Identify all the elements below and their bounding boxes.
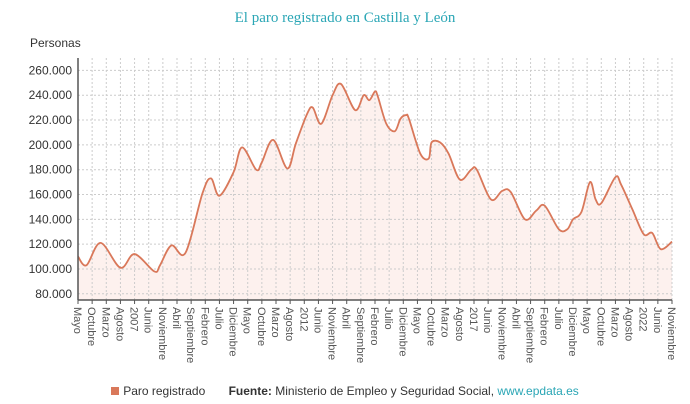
x-tick-label: Mayo: [410, 307, 422, 334]
x-tick-label: Julio: [212, 307, 224, 330]
y-tick-label: 140.000: [29, 212, 73, 226]
x-tick-label: Febrero: [198, 307, 210, 346]
y-tick-label: 180.000: [29, 163, 73, 177]
x-tick-label: Octubre: [425, 307, 437, 346]
source-text: Ministerio de Empleo y Seguridad Social,: [271, 384, 498, 398]
y-tick-label: 220.000: [29, 113, 73, 127]
x-tick-label: Junio: [142, 307, 154, 333]
x-tick-label: Diciembre: [566, 307, 578, 357]
y-tick-label: 100.000: [29, 262, 73, 276]
x-tick-label: Julio: [552, 307, 564, 330]
x-tick-label: Octubre: [594, 307, 606, 346]
y-tick-label: 160.000: [29, 188, 73, 202]
y-axis-label: Personas: [30, 36, 81, 50]
legend: Paro registrado Fuente: Ministerio de Em…: [0, 384, 690, 398]
x-tick-label: Diciembre: [396, 307, 408, 357]
x-tick-label: Mayo: [580, 307, 592, 334]
x-tick-label: Junio: [481, 307, 493, 333]
x-tick-label: Noviembre: [326, 307, 338, 360]
x-tick-label: Septiembre: [184, 307, 196, 363]
x-tick-label: Agosto: [283, 307, 295, 341]
y-tick-label: 240.000: [29, 88, 73, 102]
x-tick-label: Octubre: [85, 307, 97, 346]
x-tick-label: Noviembre: [665, 307, 677, 360]
x-tick-label: Junio: [651, 307, 663, 333]
x-tick-label: Marzo: [269, 307, 281, 338]
source-label: Fuente:: [228, 384, 272, 398]
x-tick-label: 2022: [637, 307, 649, 331]
chart-title: El paro registrado en Castilla y León: [234, 10, 456, 26]
x-tick-label: Febrero: [368, 307, 380, 346]
x-tick-label: Abril: [170, 307, 182, 329]
x-tick-label: 2012: [297, 307, 309, 331]
x-tick-label: Julio: [382, 307, 394, 330]
x-tick-label: Marzo: [99, 307, 111, 338]
x-tick-label: Abril: [340, 307, 352, 329]
y-tick-label: 80.000: [35, 287, 72, 301]
x-tick-label: Mayo: [71, 307, 83, 334]
x-tick-label: Febrero: [538, 307, 550, 346]
x-tick-label: Agosto: [623, 307, 635, 341]
x-tick-label: 2017: [467, 307, 479, 331]
x-tick-label: Marzo: [439, 307, 451, 338]
x-tick-label: Octubre: [255, 307, 267, 346]
x-tick-label: Marzo: [608, 307, 620, 338]
legend-series-label: Paro registrado: [123, 384, 206, 398]
legend-swatch: [111, 387, 120, 395]
x-tick-label: Noviembre: [156, 307, 168, 360]
x-tick-label: Diciembre: [227, 307, 239, 357]
series-line: [77, 82, 673, 273]
source-link[interactable]: www.epdata.es: [497, 384, 579, 398]
y-tick-label: 200.000: [29, 138, 73, 152]
x-tick-label: Mayo: [241, 307, 253, 334]
x-tick-label: Abril: [509, 307, 521, 329]
x-tick-label: Agosto: [113, 307, 125, 341]
x-tick-label: Noviembre: [495, 307, 507, 360]
x-tick-label: 2007: [128, 307, 140, 331]
x-tick-label: Septiembre: [354, 307, 366, 363]
y-tick-label: 260.000: [29, 63, 73, 77]
x-tick-label: Septiembre: [524, 307, 536, 363]
y-tick-label: 120.000: [29, 237, 73, 251]
x-tick-label: Agosto: [453, 307, 465, 341]
x-tick-label: Junio: [311, 307, 323, 333]
